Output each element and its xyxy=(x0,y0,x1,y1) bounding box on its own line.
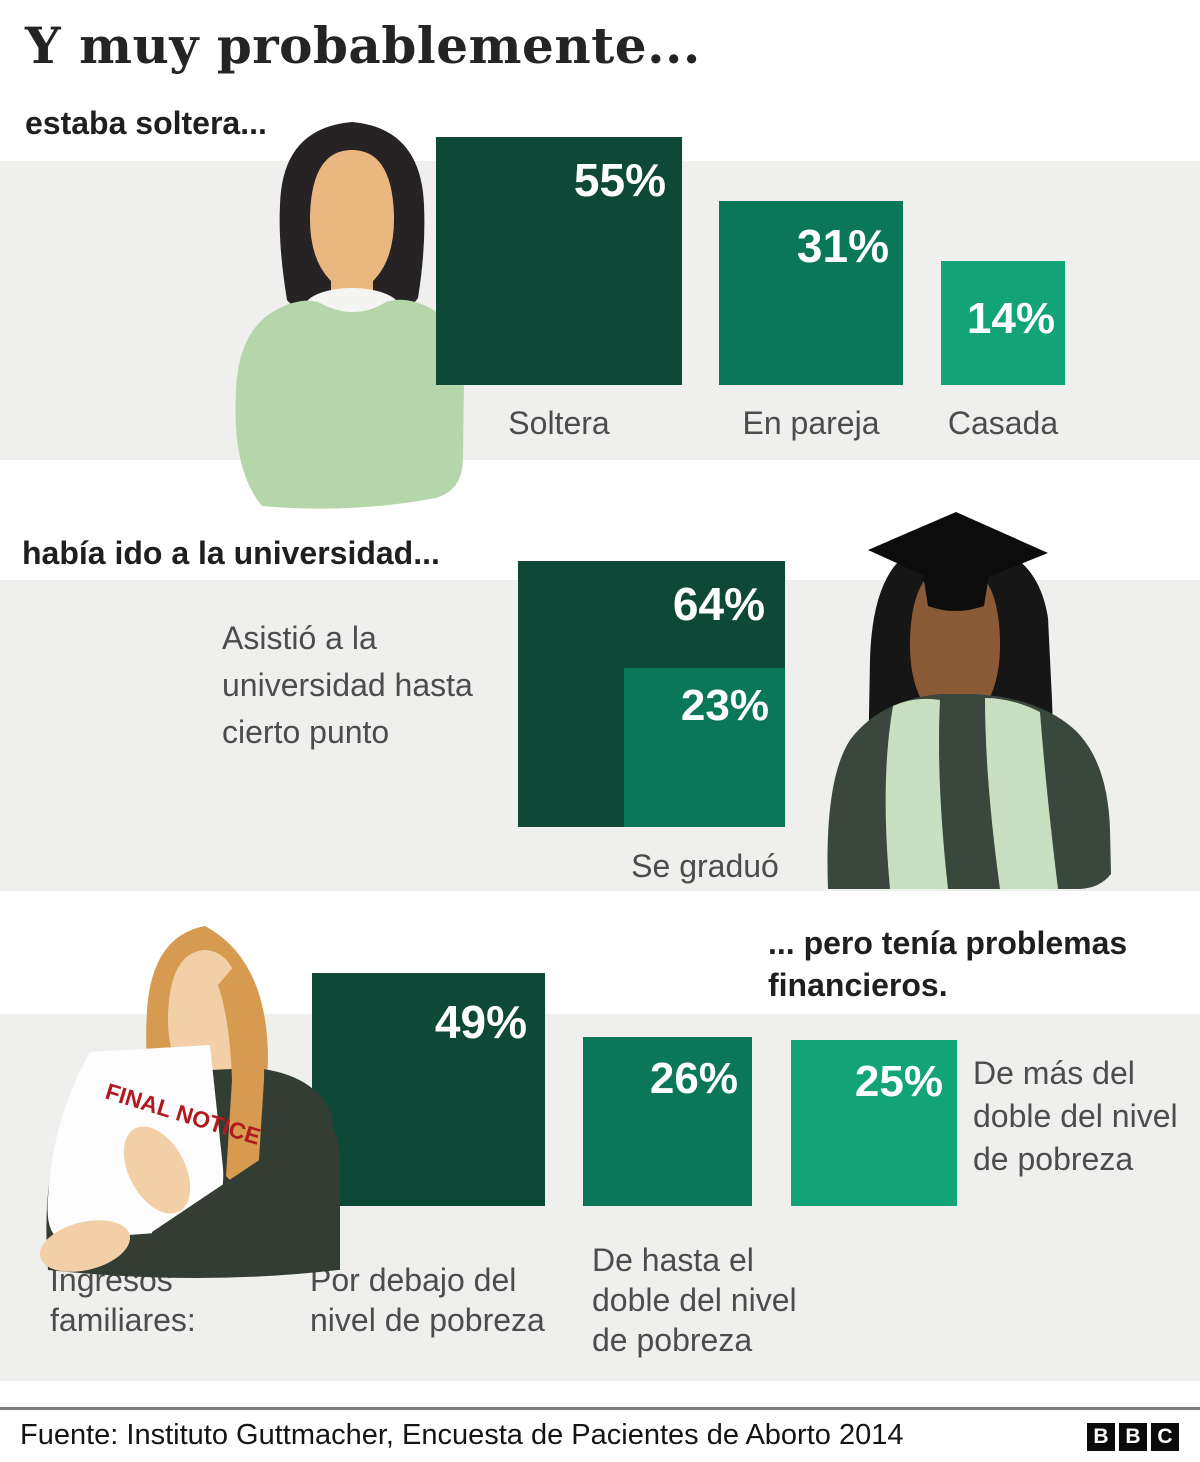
source-text: Fuente: Instituto Guttmacher, Encuesta d… xyxy=(20,1419,904,1451)
section-university-heading: había ido a la universidad... xyxy=(22,535,440,571)
bar-asistio-label: Asistió a la universidad hasta cierto pu… xyxy=(222,620,473,750)
woman-final-notice-illustration: FINAL NOTICE xyxy=(39,926,340,1278)
bbc-logo-block-b2: B xyxy=(1119,1423,1147,1451)
forearm-shape xyxy=(152,1118,340,1270)
sweater-shape xyxy=(235,299,464,509)
bar-en-pareja-value: 31% xyxy=(796,220,889,272)
graduation-cap-board-shape xyxy=(868,512,1048,590)
face-shape xyxy=(309,150,395,292)
graduate-stole-left-shape xyxy=(885,698,948,889)
bar-soltera-value: 55% xyxy=(573,154,666,206)
bar-mas-doble-label: De más del doble del nivel de pobreza xyxy=(973,1055,1178,1177)
footer-divider xyxy=(0,1407,1200,1410)
bar-casada: 14% xyxy=(941,261,1065,385)
graduate-illustration xyxy=(827,512,1111,889)
bar-debajo-pobreza: 49% xyxy=(312,973,545,1206)
right-hand-shape xyxy=(123,1126,191,1214)
bar-soltera-label: Soltera xyxy=(508,405,610,441)
bar-hasta-doble-value: 26% xyxy=(649,1054,738,1103)
graduate-gown-shape xyxy=(827,694,1111,889)
bar-casada-value: 14% xyxy=(966,294,1055,343)
bar-hasta-doble-label: De hasta el doble del nivel de pobreza xyxy=(592,1242,797,1358)
bar-en-pareja: 31% xyxy=(719,201,903,385)
hair-front-lock-shape xyxy=(218,965,265,1184)
section-marital-heading: estaba soltera... xyxy=(25,105,267,141)
bar-debajo-pobreza-value: 49% xyxy=(434,996,527,1048)
bar-hasta-doble: 26% xyxy=(583,1037,752,1206)
single-woman-illustration xyxy=(235,122,464,509)
graduate-stole-right-shape xyxy=(985,698,1058,889)
bar-soltera: 55% xyxy=(436,137,682,385)
bbc-logo-block-c: C xyxy=(1151,1423,1179,1451)
bar-mas-doble-value: 25% xyxy=(854,1057,943,1106)
bbc-logo-block-b1: B xyxy=(1087,1423,1115,1451)
bar-se-graduo: 23% xyxy=(624,668,785,827)
bar-en-pareja-label: En pareja xyxy=(742,405,880,441)
bar-casada-label: Casada xyxy=(947,405,1059,441)
bar-se-graduo-label: Se graduó xyxy=(631,848,779,884)
page-title: Y muy probablemente... xyxy=(25,16,701,75)
left-hand-shape xyxy=(39,1220,131,1272)
bar-mas-doble: 25% xyxy=(791,1040,957,1206)
bar-se-graduo-value: 23% xyxy=(680,681,769,730)
section-income-heading: ... pero tenía problemas financieros. xyxy=(768,925,1128,1003)
bar-debajo-pobreza-label: Por debajo del nivel de pobreza xyxy=(310,1262,545,1338)
bar-asistio-value: 64% xyxy=(672,578,765,630)
